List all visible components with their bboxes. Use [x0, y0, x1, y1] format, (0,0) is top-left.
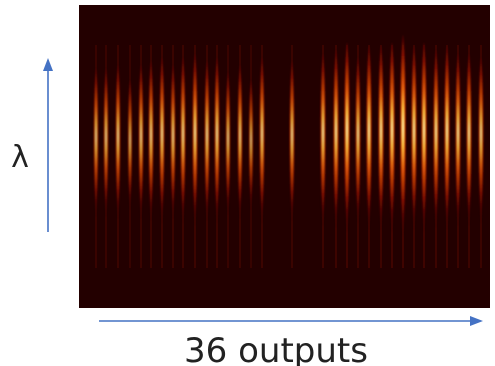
spectral-line-core	[147, 61, 155, 236]
spectral-line	[377, 45, 385, 268]
spectral-line-core	[399, 35, 407, 255]
x-axis-arrowhead	[470, 316, 483, 326]
spectral-line	[169, 45, 177, 268]
spectral-line-core	[332, 50, 340, 244]
spectral-line	[203, 45, 211, 268]
spectral-line-core	[225, 72, 231, 228]
spectral-line	[127, 45, 133, 268]
x-axis-label: 36 outputs	[184, 331, 368, 366]
spectral-line-core	[432, 50, 440, 244]
spectral-line	[158, 45, 166, 268]
spectral-line-core	[365, 46, 373, 247]
spectral-line	[465, 45, 473, 268]
spectral-line-core	[410, 46, 418, 247]
spectral-line	[343, 42, 351, 268]
spectral-line-core	[454, 53, 462, 242]
spectral-line	[332, 45, 340, 268]
spectral-line-core	[420, 42, 428, 250]
spectral-line	[399, 35, 407, 268]
spectral-line-core	[169, 65, 177, 233]
spectral-line-core	[114, 65, 122, 233]
spectral-line-core	[102, 68, 110, 231]
spectral-line	[114, 45, 122, 268]
spectral-line	[477, 45, 485, 268]
spectral-line	[443, 45, 451, 268]
spectral-line-core	[465, 53, 473, 242]
spectral-line-core	[319, 53, 327, 242]
spectral-line	[102, 45, 110, 268]
spectral-line-core	[377, 46, 385, 247]
spectral-line	[137, 45, 145, 268]
spectral-line-core	[258, 57, 266, 239]
spectral-lines	[92, 35, 485, 268]
spectral-line-core	[388, 42, 396, 250]
spectral-line	[225, 45, 231, 268]
spectral-line-core	[443, 46, 451, 247]
spectral-line	[236, 45, 244, 268]
spectral-line	[92, 45, 100, 268]
spectral-line	[258, 45, 266, 268]
spectral-line	[288, 45, 296, 268]
spectral-line-core	[158, 57, 166, 239]
y-axis-arrowhead	[43, 58, 53, 71]
spectral-line-core	[179, 57, 187, 239]
spectral-line	[147, 45, 155, 268]
spectral-line-core	[248, 80, 254, 222]
spectral-line-core	[203, 61, 211, 236]
spectral-line	[191, 45, 199, 268]
spectral-line	[420, 42, 428, 268]
spectral-line-core	[191, 53, 199, 242]
spectral-line	[179, 45, 187, 268]
spectral-line	[454, 45, 462, 268]
y-axis-label: λ	[11, 140, 29, 175]
spectral-line	[432, 45, 440, 268]
spectral-line	[388, 42, 396, 268]
spectral-line	[319, 45, 327, 268]
spectral-line-core	[343, 42, 351, 250]
spectral-line-core	[137, 65, 145, 233]
spectral-line	[365, 45, 373, 268]
spectral-line	[354, 45, 362, 268]
spectral-line-core	[127, 80, 133, 222]
spectral-line-core	[288, 61, 296, 236]
spectral-line-core	[477, 57, 485, 239]
spectral-line-core	[236, 65, 244, 233]
spectral-line-core	[354, 57, 362, 239]
spectral-line	[410, 45, 418, 268]
spectral-line	[248, 45, 254, 268]
spectral-line-core	[92, 68, 100, 231]
spectral-line	[213, 45, 221, 268]
spectral-line-core	[213, 57, 221, 239]
